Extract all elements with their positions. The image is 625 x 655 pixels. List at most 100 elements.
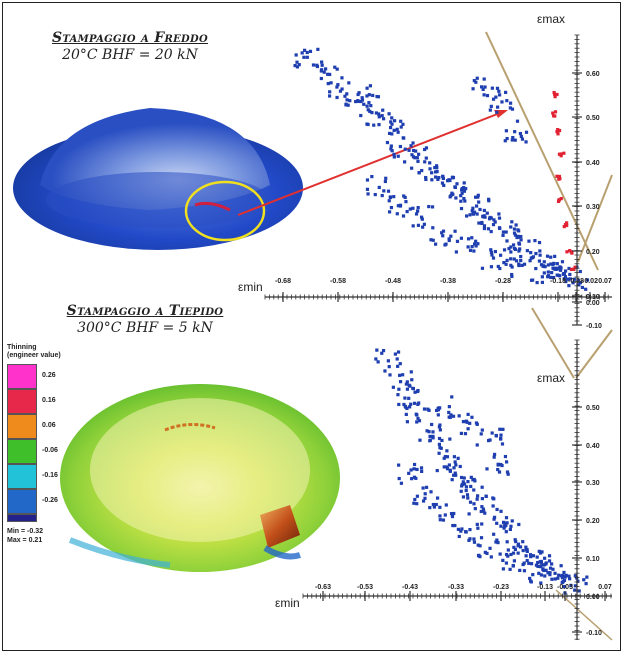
data-point — [565, 223, 569, 228]
data-point — [501, 520, 506, 524]
legend-value: -0.16 — [42, 472, 58, 479]
data-point — [412, 467, 416, 471]
data-point — [552, 261, 556, 266]
data-point — [514, 223, 518, 227]
x-tick-label: -0.18 — [550, 278, 566, 285]
data-point — [438, 423, 442, 427]
data-point — [503, 524, 507, 528]
data-point — [411, 224, 415, 228]
data-point — [518, 545, 523, 549]
data-point — [468, 527, 472, 532]
data-point — [428, 167, 432, 171]
data-point — [454, 473, 458, 477]
data-point — [543, 556, 547, 560]
data-point — [483, 511, 487, 515]
data-point — [430, 171, 434, 175]
bottom-scatter — [374, 348, 589, 595]
legend-value: -0.26 — [42, 497, 58, 504]
data-point — [452, 466, 456, 470]
data-point — [448, 437, 452, 441]
data-point — [482, 226, 487, 231]
connection-arrow — [237, 112, 501, 216]
data-point — [459, 194, 463, 198]
data-point — [474, 204, 479, 208]
data-point — [423, 147, 427, 152]
data-point — [506, 554, 510, 558]
data-point — [415, 467, 419, 472]
y-tick-label: 0.00 — [586, 300, 600, 307]
data-point — [480, 266, 485, 270]
data-point — [377, 112, 381, 116]
data-point — [424, 175, 428, 180]
data-point — [322, 70, 326, 74]
data-point — [474, 239, 478, 243]
data-point — [508, 101, 513, 105]
data-point — [428, 438, 432, 442]
x-tick-label: -0.23 — [493, 584, 509, 591]
data-point — [535, 280, 539, 285]
data-point — [468, 500, 473, 504]
data-point — [413, 156, 417, 160]
data-point — [443, 513, 447, 517]
data-point — [392, 195, 396, 199]
data-point — [557, 128, 562, 133]
data-point — [360, 98, 365, 102]
data-point — [488, 546, 492, 550]
top-axes: -0.68 -0.58 -0.48 -0.38 -0.28 -0.18 -0.08-0.02… — [264, 34, 612, 330]
data-point — [475, 76, 479, 80]
data-point — [415, 494, 419, 498]
data-point — [557, 174, 561, 179]
data-point — [558, 265, 562, 269]
data-point — [348, 99, 352, 103]
data-point — [465, 493, 470, 497]
data-point — [395, 212, 399, 216]
bottom-part-image — [60, 384, 340, 572]
data-point — [555, 174, 559, 178]
data-point — [453, 460, 457, 464]
data-point — [504, 129, 508, 133]
data-point — [376, 360, 380, 364]
data-point — [548, 566, 553, 570]
data-point — [449, 512, 454, 516]
data-point — [475, 497, 479, 501]
legend-value: 0.26 — [42, 372, 56, 379]
data-point — [549, 262, 553, 266]
data-point — [393, 352, 398, 356]
top-title-main: Stampaggio a Freddo — [52, 30, 208, 46]
data-point — [454, 250, 458, 254]
data-point — [440, 181, 445, 185]
data-point — [407, 396, 411, 400]
x-tick-label: -0.43 — [402, 584, 418, 591]
data-point — [416, 223, 421, 227]
data-point — [525, 549, 529, 554]
data-point — [419, 466, 424, 470]
data-point — [436, 177, 440, 181]
data-point — [459, 206, 464, 211]
data-point — [553, 110, 558, 114]
data-point — [420, 469, 424, 473]
data-point — [527, 239, 531, 243]
legend-max: Max = 0.21 — [7, 537, 43, 544]
data-point — [448, 469, 452, 473]
data-point — [383, 369, 387, 373]
data-point — [390, 116, 394, 120]
data-point — [401, 373, 405, 377]
data-point — [324, 67, 328, 71]
data-point — [416, 402, 420, 406]
data-point — [375, 348, 379, 352]
data-point — [388, 373, 392, 377]
data-point — [529, 251, 533, 255]
data-point — [438, 428, 442, 432]
data-point — [557, 152, 562, 156]
data-point — [533, 239, 537, 243]
data-point — [471, 478, 475, 482]
data-point — [572, 277, 576, 281]
data-point — [430, 205, 435, 209]
data-point — [431, 238, 435, 242]
data-point — [377, 123, 381, 127]
data-point — [522, 569, 527, 573]
data-point — [362, 102, 366, 106]
data-point — [544, 568, 548, 572]
data-point — [423, 160, 427, 164]
data-point — [525, 558, 529, 563]
